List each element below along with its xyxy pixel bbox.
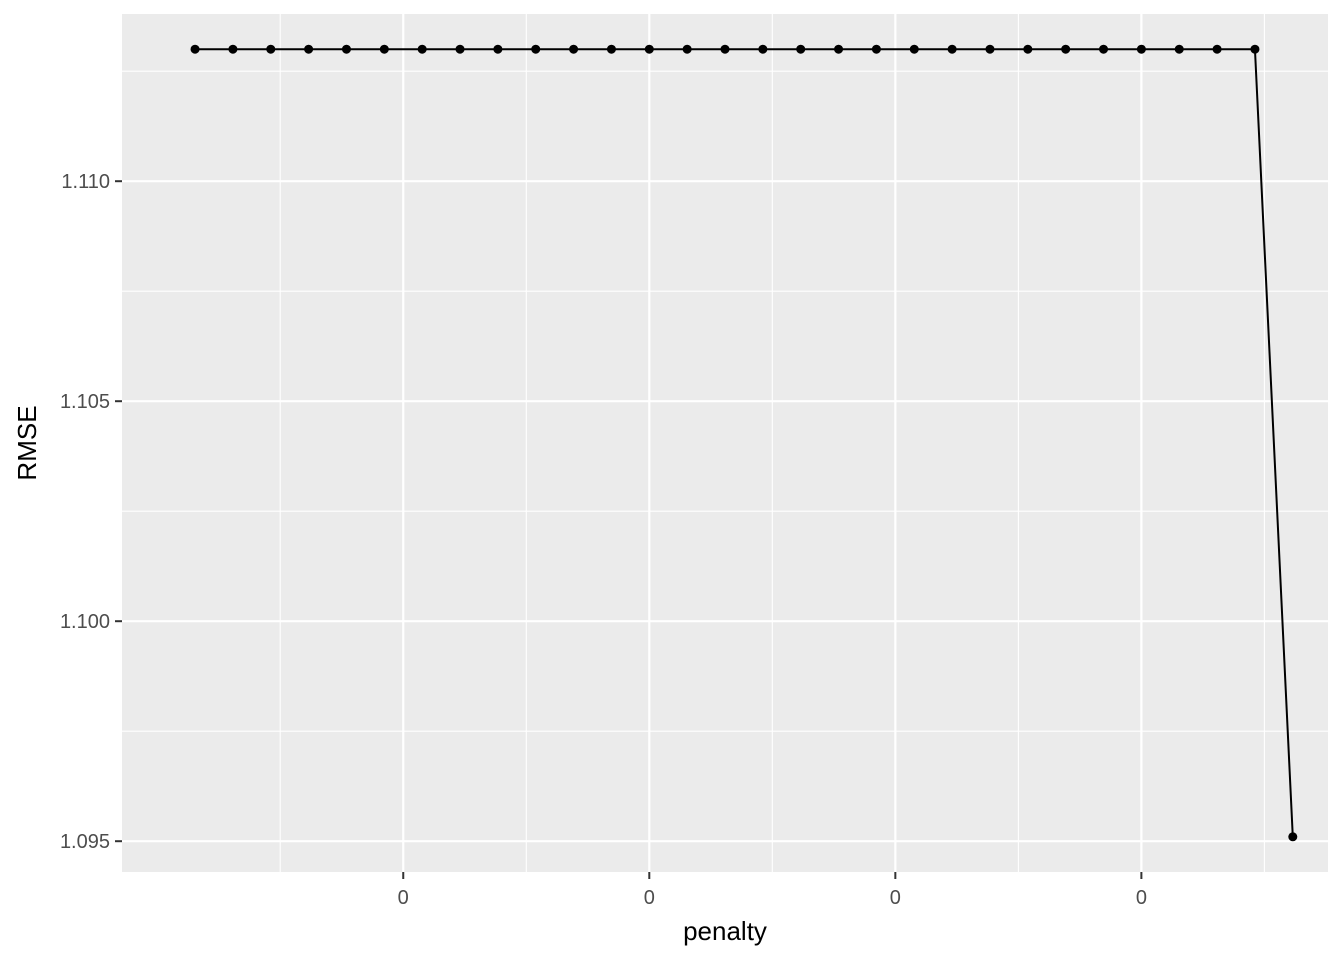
series-line-0 <box>195 48 1294 837</box>
major-gridlines <box>122 14 1328 872</box>
data-point-26 <box>1174 44 1184 54</box>
data-point-15 <box>758 44 768 54</box>
data-point-19 <box>909 44 919 54</box>
data-point-20 <box>947 44 957 54</box>
x-tick-label-0: 0 <box>398 887 409 909</box>
y-tick-label-2: 1.105 <box>60 391 110 413</box>
data-point-9 <box>531 44 541 54</box>
data-point-21 <box>985 44 995 54</box>
data-point-17 <box>834 44 844 54</box>
axis-ticks <box>115 180 1143 879</box>
data-point-2 <box>266 44 276 54</box>
data-point-10 <box>569 44 579 54</box>
y-tick-label-0: 1.095 <box>60 831 110 853</box>
minor-gridlines <box>122 14 1328 872</box>
data-point-6 <box>417 44 427 54</box>
y-tick-label-1: 1.100 <box>60 611 110 633</box>
x-axis-title: penalty <box>683 916 767 946</box>
y-tick-label-3: 1.110 <box>61 171 110 193</box>
data-point-27 <box>1212 44 1222 54</box>
data-point-24 <box>1099 44 1109 54</box>
x-tick-label-1: 0 <box>644 887 655 909</box>
data-point-8 <box>493 44 503 54</box>
data-point-25 <box>1136 44 1146 54</box>
data-point-29 <box>1288 832 1298 842</box>
series-layer <box>190 44 1298 842</box>
data-point-22 <box>1023 44 1033 54</box>
data-point-18 <box>871 44 881 54</box>
data-point-3 <box>304 44 314 54</box>
data-point-4 <box>341 44 351 54</box>
tick-labels: 0 0 0 0 1.095 1.100 1.105 1.110 <box>60 171 1147 909</box>
x-tick-label-2: 0 <box>890 887 901 909</box>
x-tick-label-3: 0 <box>1136 887 1147 909</box>
data-point-12 <box>644 44 654 54</box>
data-point-11 <box>606 44 616 54</box>
data-point-28 <box>1250 44 1260 54</box>
data-point-16 <box>796 44 806 54</box>
data-point-5 <box>379 44 389 54</box>
data-point-14 <box>720 44 730 54</box>
data-point-13 <box>682 44 692 54</box>
plot-panel <box>122 14 1328 872</box>
data-point-0 <box>190 44 200 54</box>
data-point-1 <box>228 44 238 54</box>
data-point-23 <box>1061 44 1071 54</box>
data-point-7 <box>455 44 465 54</box>
y-axis-title: RMSE <box>12 405 42 480</box>
